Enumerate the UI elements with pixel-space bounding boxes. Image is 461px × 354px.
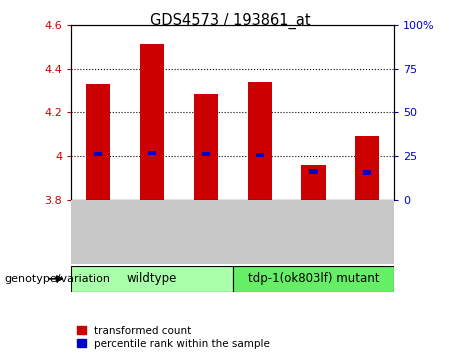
Bar (202, 152, 210, 156)
Bar (256, 153, 264, 157)
FancyBboxPatch shape (287, 200, 340, 264)
FancyBboxPatch shape (179, 200, 233, 264)
Bar (86, 84, 111, 200)
Text: genotype/variation: genotype/variation (5, 274, 111, 284)
Text: GSM842067: GSM842067 (201, 202, 211, 262)
Bar (363, 170, 371, 175)
Text: GSM842070: GSM842070 (362, 202, 372, 262)
Text: GSM842066: GSM842066 (147, 202, 157, 261)
Bar (248, 82, 272, 200)
FancyBboxPatch shape (233, 266, 394, 292)
FancyBboxPatch shape (71, 200, 125, 264)
FancyBboxPatch shape (233, 200, 287, 264)
FancyBboxPatch shape (340, 200, 394, 264)
Text: GSM842068: GSM842068 (254, 202, 265, 261)
Bar (355, 137, 379, 200)
Text: GSM842069: GSM842069 (308, 202, 319, 261)
Text: GDS4573 / 193861_at: GDS4573 / 193861_at (150, 12, 311, 29)
FancyBboxPatch shape (71, 266, 233, 292)
Legend: transformed count, percentile rank within the sample: transformed count, percentile rank withi… (77, 326, 270, 349)
Text: GSM842065: GSM842065 (93, 202, 103, 262)
Bar (194, 94, 218, 200)
Bar (309, 169, 318, 174)
Bar (301, 165, 325, 200)
FancyBboxPatch shape (125, 200, 179, 264)
Text: wildtype: wildtype (127, 272, 177, 285)
Bar (148, 151, 156, 155)
Bar (140, 45, 164, 200)
Text: tdp-1(ok803lf) mutant: tdp-1(ok803lf) mutant (248, 272, 379, 285)
Bar (95, 152, 102, 156)
